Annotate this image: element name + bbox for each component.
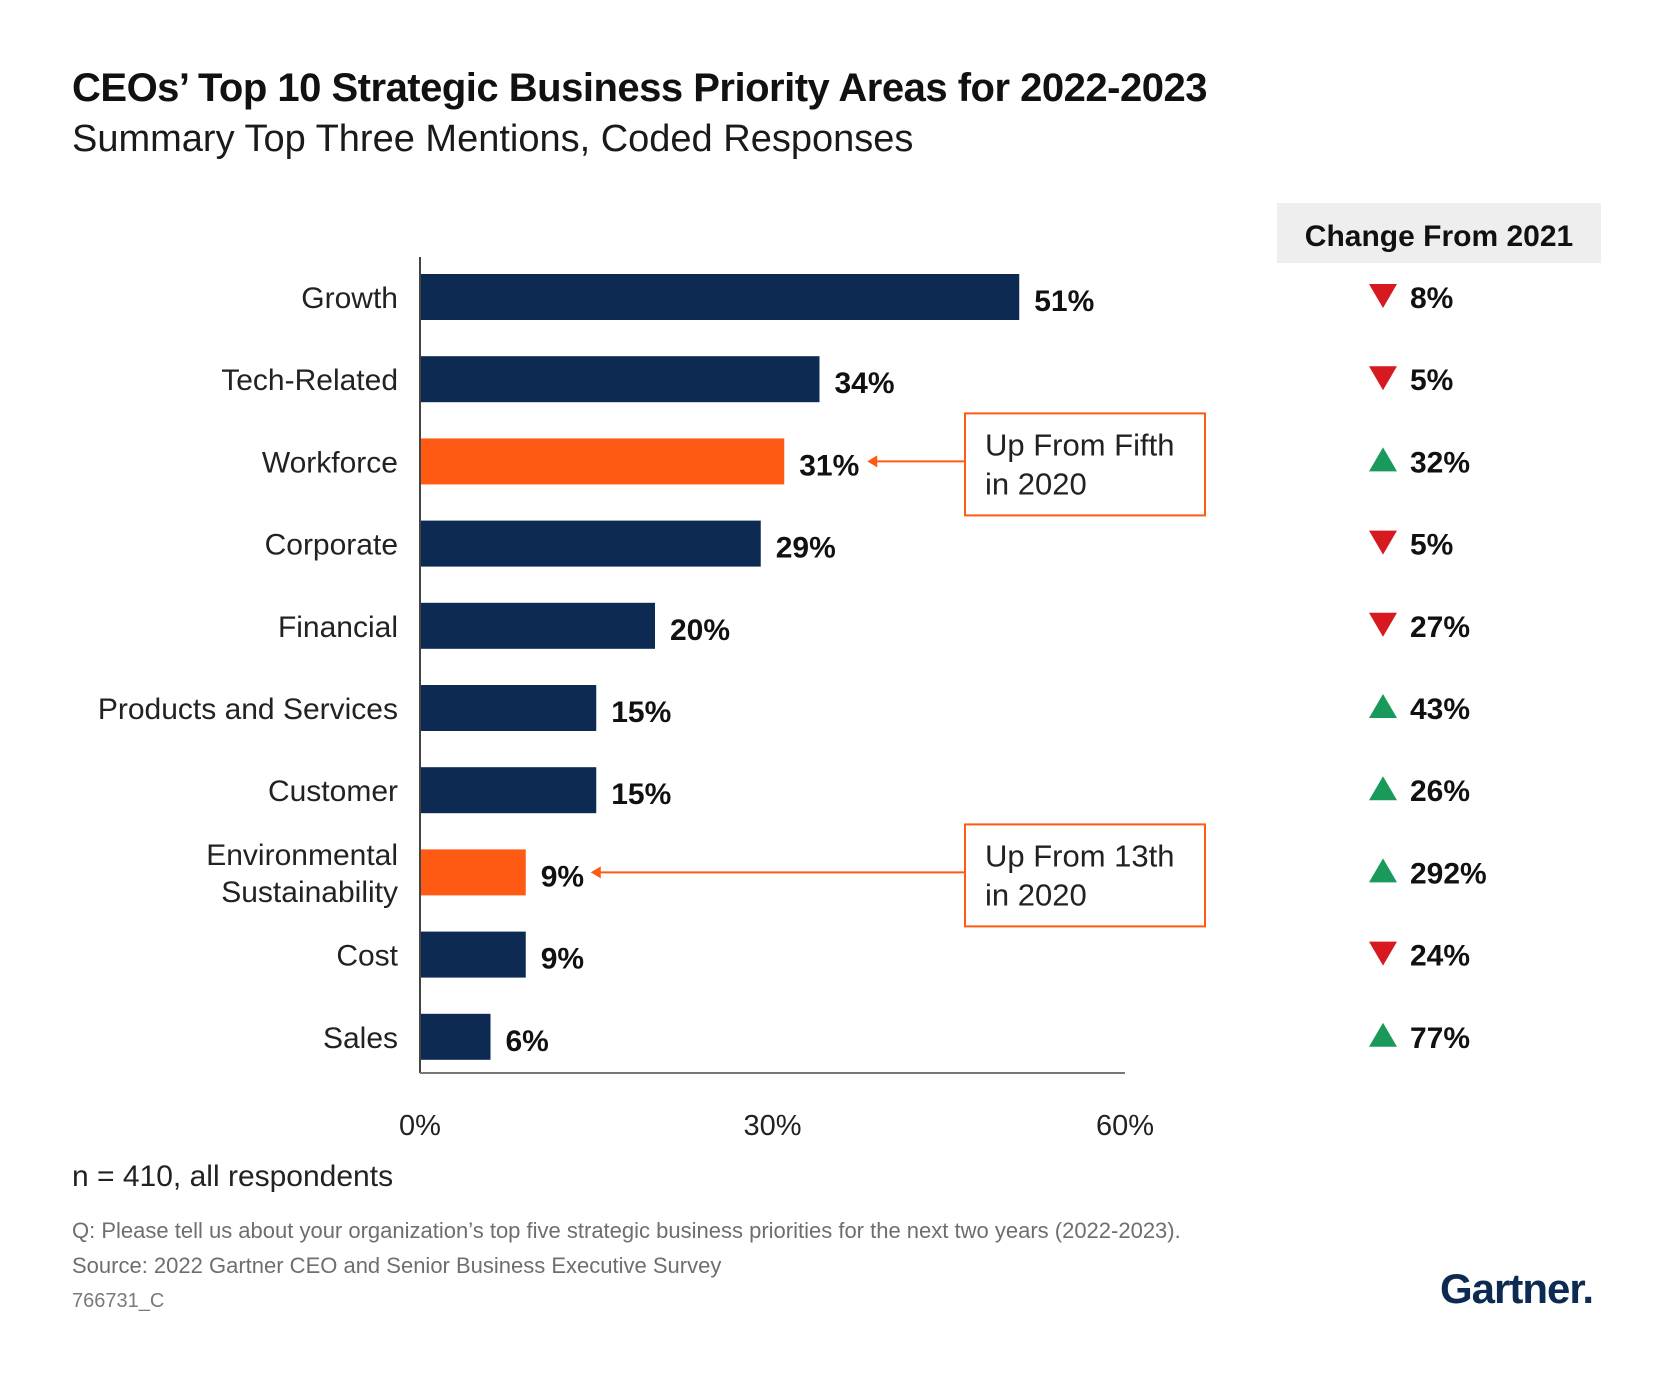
logo-text: Gartner xyxy=(1440,1265,1583,1312)
category-label: Sales xyxy=(323,1022,398,1055)
category-label: Workforce xyxy=(262,446,398,479)
chart-title: CEOs’ Top 10 Strategic Business Priority… xyxy=(72,66,1207,110)
bar xyxy=(421,274,1020,320)
data-label: 9% xyxy=(541,860,584,893)
bar xyxy=(421,520,761,567)
bar xyxy=(421,602,655,649)
up-arrow-icon xyxy=(1369,1022,1397,1047)
up-arrow-icon xyxy=(1369,776,1397,801)
data-label: 6% xyxy=(506,1025,549,1058)
x-tick-label: 30% xyxy=(743,1110,801,1142)
change-value: 77% xyxy=(1410,1022,1470,1055)
bar xyxy=(421,1013,491,1060)
change-value: 32% xyxy=(1410,446,1470,479)
document-id: 766731_C xyxy=(72,1290,165,1312)
x-tick-label: 60% xyxy=(1096,1110,1154,1142)
change-header-background xyxy=(1277,203,1601,263)
change-header: Change From 2021 xyxy=(1305,220,1573,253)
down-arrow-icon xyxy=(1369,530,1397,555)
bar xyxy=(421,849,526,896)
gartner-logo: Gartner. xyxy=(1440,1265,1594,1313)
down-arrow-icon xyxy=(1369,941,1397,966)
change-value: 5% xyxy=(1410,529,1453,562)
data-label: 15% xyxy=(611,696,671,729)
data-label: 29% xyxy=(776,532,836,565)
change-value: 24% xyxy=(1410,940,1470,973)
x-tick-label: 0% xyxy=(399,1110,441,1142)
source-note: Source: 2022 Gartner CEO and Senior Busi… xyxy=(72,1253,722,1278)
down-arrow-icon xyxy=(1369,366,1397,391)
sample-size-note: n = 410, all respondents xyxy=(72,1160,394,1193)
down-arrow-icon xyxy=(1369,612,1397,637)
callout-text: Up From 13th xyxy=(985,838,1175,873)
data-label: 9% xyxy=(541,943,584,976)
category-label: Customer xyxy=(268,775,398,808)
change-value: 26% xyxy=(1410,775,1470,808)
category-label: Financial xyxy=(278,611,398,644)
bar xyxy=(421,931,526,978)
up-arrow-icon xyxy=(1369,447,1397,472)
chart-subtitle: Summary Top Three Mentions, Coded Respon… xyxy=(72,118,914,160)
category-label: Corporate xyxy=(265,529,398,562)
callout-text: in 2020 xyxy=(985,877,1087,912)
bar xyxy=(421,438,785,485)
category-label: Tech-Related xyxy=(221,364,398,397)
callout-arrow-icon xyxy=(590,866,601,879)
data-label: 20% xyxy=(670,614,730,647)
survey-question-note: Q: Please tell us about your organizatio… xyxy=(72,1218,1181,1243)
bar xyxy=(421,356,820,403)
category-label: Growth xyxy=(301,282,398,315)
category-label: Sustainability xyxy=(221,876,398,909)
callout-box xyxy=(964,412,1206,517)
down-arrow-icon xyxy=(1369,284,1397,308)
callout-text: in 2020 xyxy=(985,466,1087,501)
change-value: 8% xyxy=(1410,282,1453,315)
data-label: 31% xyxy=(799,449,859,482)
data-label: 15% xyxy=(611,778,671,811)
category-label: Cost xyxy=(336,940,398,973)
category-label: Products and Services xyxy=(98,693,398,726)
change-value: 5% xyxy=(1410,364,1453,397)
up-arrow-icon xyxy=(1369,694,1397,718)
data-label: 34% xyxy=(835,367,895,400)
callout-text: Up From Fifth xyxy=(985,427,1174,462)
up-arrow-icon xyxy=(1369,858,1397,883)
callout-box xyxy=(964,823,1206,928)
bar xyxy=(421,685,597,731)
category-label: Environmental xyxy=(206,839,398,872)
change-value: 43% xyxy=(1410,693,1470,726)
callout-arrow-icon xyxy=(867,455,878,468)
change-value: 292% xyxy=(1410,857,1487,890)
change-value: 27% xyxy=(1410,611,1470,644)
data-label: 51% xyxy=(1034,285,1094,318)
bar xyxy=(421,767,597,814)
logo-dot: . xyxy=(1582,1265,1594,1312)
